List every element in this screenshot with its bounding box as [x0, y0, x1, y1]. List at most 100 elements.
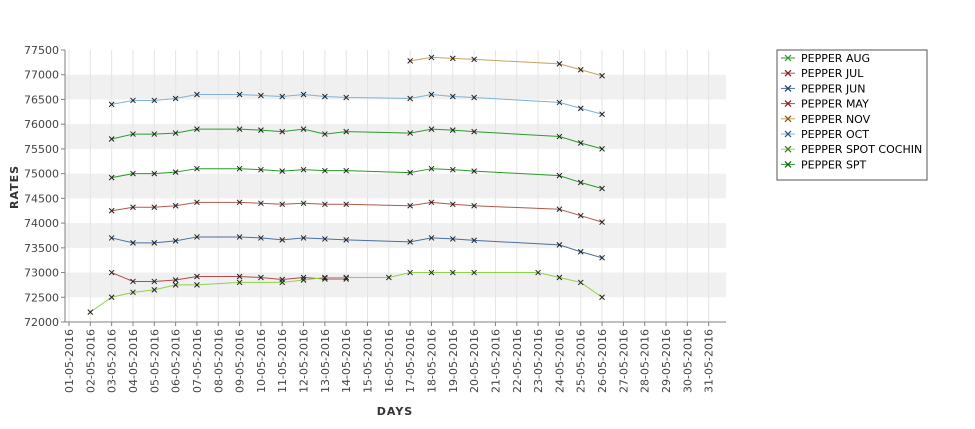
data-point-marker — [449, 166, 456, 173]
data-point-marker — [599, 111, 605, 118]
data-point-marker — [130, 97, 136, 104]
x-tick-label: 15-05-2016 — [362, 329, 375, 393]
x-tick-label: 03-05-2016 — [106, 329, 119, 393]
legend-item: PEPPER JUN — [781, 82, 865, 95]
data-point-marker — [236, 279, 243, 286]
data-point-marker — [279, 128, 286, 135]
data-point-marker — [471, 56, 477, 63]
x-tick-label: 31-05-2016 — [703, 329, 716, 393]
data-point-marker — [300, 235, 307, 241]
data-point-marker — [599, 294, 605, 301]
data-point-marker — [130, 289, 136, 296]
legend-item: PEPPER JUL — [781, 67, 864, 80]
x-tick-label: 14-05-2016 — [340, 329, 353, 393]
data-point-marker — [556, 133, 563, 140]
data-point-marker — [130, 278, 136, 285]
data-point-marker — [108, 136, 115, 142]
y-tick-label: 74000 — [24, 217, 59, 230]
data-point-marker — [471, 94, 477, 101]
legend-box — [776, 49, 928, 181]
data-point-marker — [577, 212, 584, 219]
x-tick-label: 23-05-2016 — [532, 329, 545, 393]
data-point-marker — [449, 201, 456, 208]
data-point-marker — [194, 126, 200, 132]
data-point-marker — [130, 240, 136, 246]
legend-label: PEPPER AUG — [801, 52, 870, 65]
series-pepper-oct — [108, 91, 605, 118]
data-point-marker — [407, 130, 414, 136]
data-point-marker — [599, 254, 605, 261]
x-tick-label: 08-05-2016 — [212, 329, 225, 393]
data-point-marker — [428, 199, 435, 206]
data-point-marker — [300, 91, 307, 98]
series-line — [410, 56, 603, 77]
y-tick-label: 75500 — [24, 143, 59, 156]
data-point-marker — [300, 277, 307, 283]
data-point-marker — [535, 269, 541, 276]
data-point-marker — [322, 131, 328, 137]
data-point-marker — [577, 279, 584, 286]
series-line — [90, 272, 603, 313]
y-tick-label: 74500 — [24, 192, 59, 205]
x-tick-label: 22-05-2016 — [511, 329, 524, 393]
legend-item: PEPPER SPOT COCHIN — [781, 143, 922, 156]
y-tick-label: 77500 — [24, 44, 59, 57]
data-point-marker — [87, 309, 94, 315]
data-point-marker — [300, 166, 307, 173]
data-point-marker — [151, 204, 158, 211]
data-point-marker — [407, 169, 414, 176]
data-point-marker — [258, 166, 264, 173]
data-point-marker — [108, 294, 115, 301]
data-point-marker — [300, 274, 307, 281]
x-tick-label: 19-05-2016 — [447, 329, 460, 393]
y-tick-label: 76000 — [24, 118, 59, 131]
data-point-marker — [108, 235, 115, 241]
x-tick-label: 06-05-2016 — [170, 329, 183, 393]
x-tick-label: 29-05-2016 — [660, 329, 673, 393]
data-point-marker — [449, 55, 456, 62]
x-tick-label: 12-05-2016 — [298, 329, 311, 393]
data-point-marker — [172, 282, 179, 288]
data-point-marker — [428, 165, 435, 172]
x-tick-label: 10-05-2016 — [255, 329, 268, 393]
legend-label: PEPPER NOV — [801, 113, 871, 126]
data-point-marker — [556, 274, 563, 281]
x-tick-label: 28-05-2016 — [639, 329, 652, 393]
series-line — [111, 168, 603, 189]
data-point-marker — [172, 238, 179, 244]
series-pepper-jul — [108, 199, 605, 225]
data-point-marker — [385, 274, 392, 281]
series-pepper-jun — [108, 234, 605, 261]
data-point-marker — [471, 237, 477, 244]
data-point-marker — [172, 130, 179, 136]
y-tick-label: 73000 — [24, 267, 59, 280]
data-point-marker — [300, 126, 307, 132]
data-point-marker — [343, 94, 350, 101]
data-point-marker — [194, 282, 200, 288]
data-point-marker — [599, 219, 605, 225]
data-point-marker — [236, 273, 243, 280]
legend-item: PEPPER SPT — [781, 158, 867, 171]
data-point-marker — [343, 128, 350, 135]
data-point-marker — [471, 269, 477, 276]
data-point-marker — [130, 204, 136, 211]
data-point-marker — [194, 199, 200, 206]
data-point-marker — [258, 274, 264, 281]
data-point-marker — [258, 92, 264, 99]
data-point-marker — [428, 235, 435, 241]
x-axis-title: DAYS — [377, 405, 413, 418]
x-tick-label: 07-05-2016 — [191, 329, 204, 393]
x-tick-label: 11-05-2016 — [276, 329, 289, 393]
series-pepper-spt — [108, 165, 605, 192]
series-line — [111, 236, 603, 259]
data-point-marker — [428, 126, 435, 132]
series-layer — [87, 54, 605, 315]
data-point-marker — [322, 93, 328, 100]
x-tick-label: 04-05-2016 — [127, 329, 140, 393]
data-point-marker — [108, 207, 115, 214]
plot-band — [65, 124, 726, 149]
data-point-marker — [599, 72, 605, 79]
data-point-marker — [428, 269, 435, 276]
